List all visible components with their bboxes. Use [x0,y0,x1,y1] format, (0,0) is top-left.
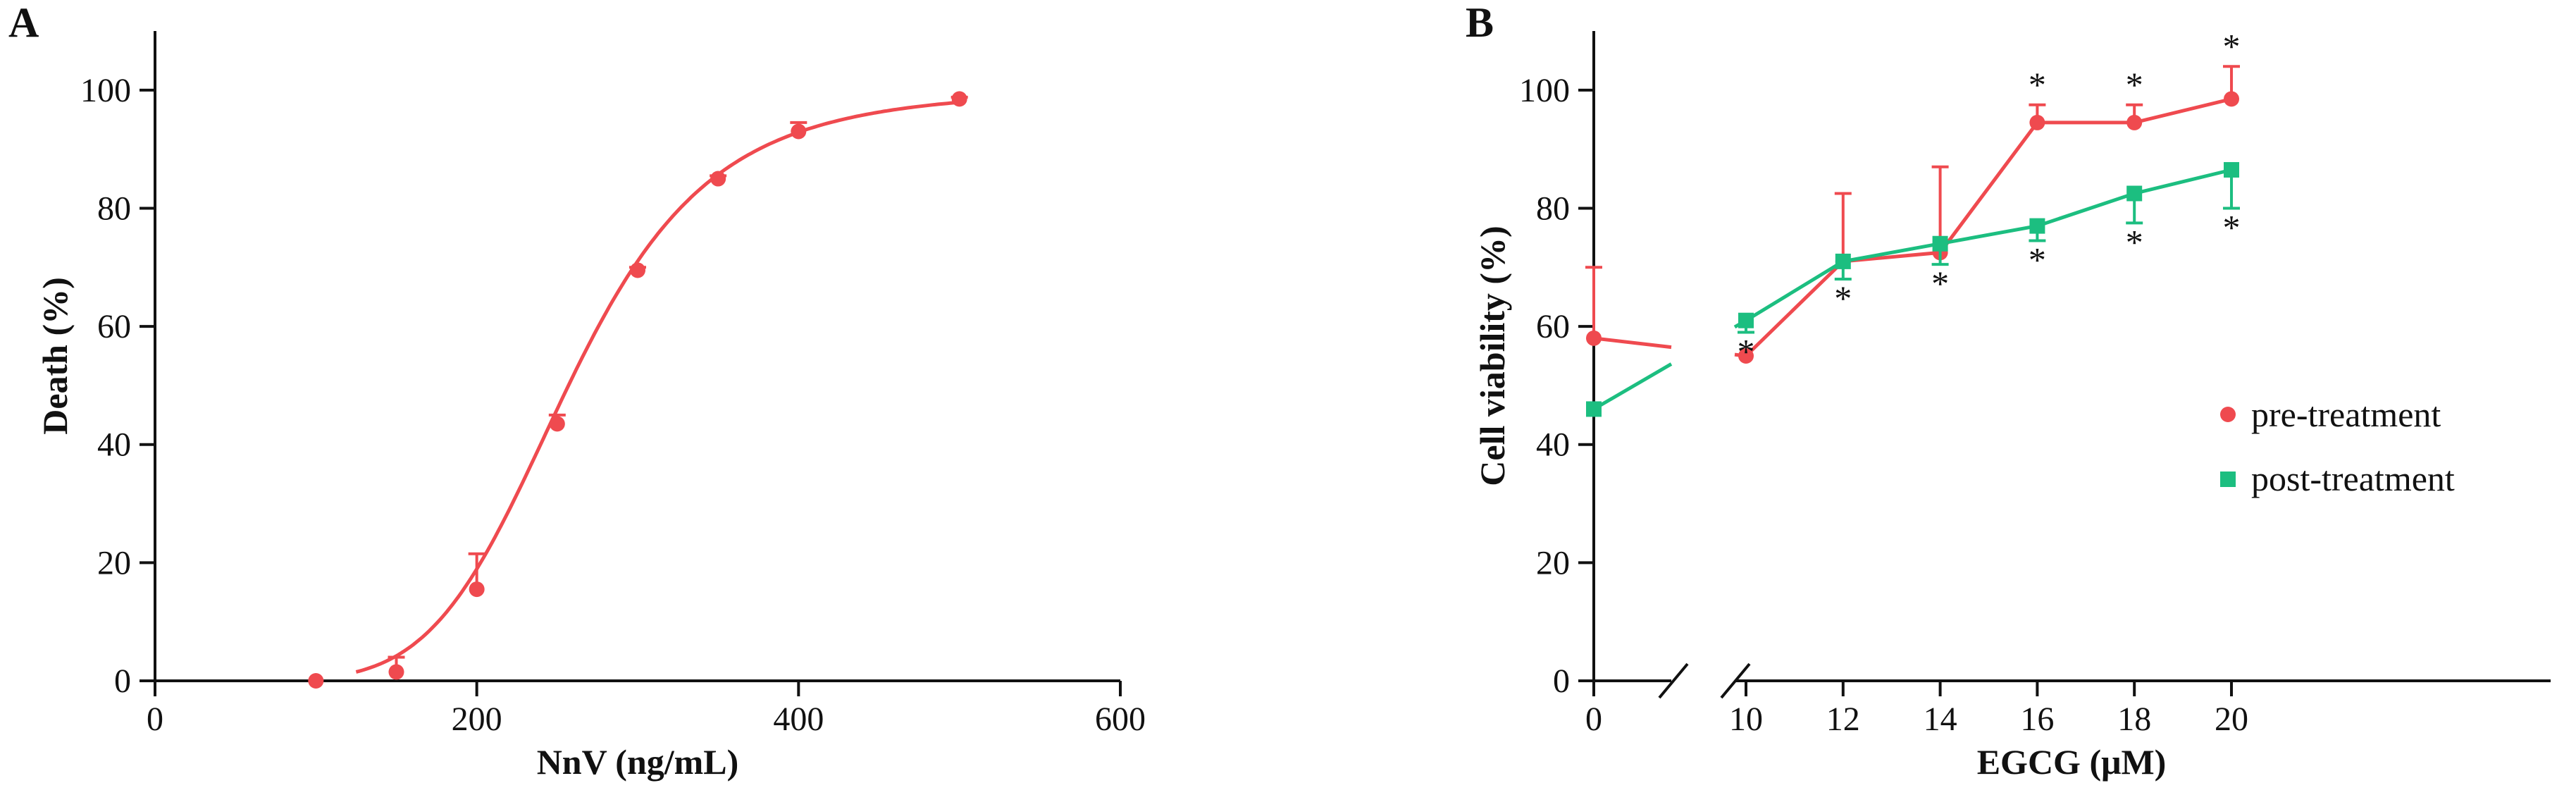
panel-a-x-tick-label: 200 [452,701,502,738]
pre-treatment-line [1745,97,2232,357]
panel-a-y-tick-label: 20 [97,544,131,581]
panel-a-data-point [710,171,726,187]
post-treatment-data-point [1932,235,1948,252]
pre-treatment-data-point [2029,114,2045,130]
legend-pre-treatment-label: pre-treatment [2251,395,2441,434]
series-post-treatment: * * * * * * [1586,161,2241,417]
panel-a-fit-curve [355,100,960,674]
post-treatment-data-point [2126,185,2143,202]
significance-marker: * [2029,240,2046,280]
panel-b-y-tick-label: 100 [1519,72,1570,109]
panel-a-data-point [469,581,485,598]
panel-b-y-ticks: 0 20 40 60 80 100 [1519,72,1594,700]
legend-post-treatment-marker [2220,472,2236,487]
post-treatment-data-point [1835,253,1851,269]
panel-a: A 0 200 400 600 0 20 40 60 80 100 NnV (ng/mL) De… [8,0,1146,782]
panel-b-x-tick-label: 20 [2215,701,2248,738]
panel-b-x-axis-title: EGCG (μM) [1977,742,2167,782]
pre-treatment-data-point [1586,330,1602,346]
pre-treatment-data-point [1738,348,1754,364]
panel-b-x-tick-label: 16 [2020,701,2054,738]
post-treatment-data-point [1586,401,1602,417]
panel-b: B 0 10 12 14 16 18 20 0 20 40 60 80 100 * * * * * * * * * p… [1466,0,2551,782]
panel-b-axis-break-mark [1720,662,1751,699]
panel-b-y-tick-label: 40 [1536,426,1570,464]
post-treatment-line-segment [1592,362,1673,411]
legend-post-treatment-label: post-treatment [2251,459,2455,498]
significance-marker: * [1931,264,1949,303]
panel-a-y-tick-label: 80 [97,190,131,227]
panel-b-x-ticks: 0 10 12 14 16 18 20 [1585,681,2248,738]
significance-marker: * [2126,222,2143,261]
significance-marker: * [2223,26,2241,66]
panel-a-data-point [791,123,807,140]
legend-pre-treatment-marker [2220,407,2236,422]
panel-a-data-point [630,262,645,278]
significance-marker: * [2126,65,2143,104]
panel-b-axis-break-mark [1658,662,1689,699]
significance-marker: * [2029,65,2046,104]
post-treatment-data-point [2224,161,2239,178]
panel-a-data-point [549,416,565,432]
panel-a-x-tick-label: 600 [1095,701,1146,738]
panel-b-x-tick-label: 10 [1729,701,1763,738]
panel-b-x-tick-label: 14 [1924,701,1957,738]
panel-a-data-point [388,664,404,680]
panel-b-series: * * * * * * * * * [1585,26,2241,417]
post-treatment-data-point [1738,312,1754,328]
panel-b-legend: pre-treatment post-treatment [2220,395,2455,498]
post-treatment-data-point [2029,218,2045,234]
panel-b-y-tick-label: 20 [1536,544,1570,581]
panel-b-y-tick-label: 80 [1536,190,1570,227]
panel-a-x-tick-label: 0 [147,701,163,738]
panel-b-label: B [1466,0,1494,46]
panel-a-label: A [8,0,39,46]
panel-a-data-point [308,673,324,689]
panel-a-y-tick-label: 40 [97,426,131,464]
panel-b-y-tick-label: 0 [1553,662,1570,700]
panel-a-data-point [951,91,967,107]
pre-treatment-data-point [2126,114,2143,130]
panel-a-y-ticks: 0 20 40 60 80 100 [80,72,155,700]
panel-a-y-tick-label: 100 [80,72,131,109]
significance-marker: * [1738,331,1755,371]
post-treatment-line [1745,168,2232,322]
panel-b-x-tick-label: 18 [2117,701,2151,738]
panel-a-x-tick-label: 400 [773,701,824,738]
panel-b-y-axis-title: Cell viability (%) [1473,226,1512,486]
panel-b-y-tick-label: 60 [1536,308,1570,345]
panel-a-x-ticks: 0 200 400 600 [147,681,1146,738]
panel-a-data-points [308,91,968,689]
panel-a-x-axis-title: NnV (ng/mL) [537,742,739,782]
panel-b-x-tick-label: 0 [1585,701,1602,738]
panel-b-x-tick-label: 12 [1826,701,1860,738]
significance-marker: * [1834,278,1852,318]
panel-a-y-tick-label: 0 [114,662,131,700]
panel-a-y-tick-label: 60 [97,308,131,345]
panel-a-y-axis-title: Death (%) [35,277,75,435]
significance-marker: * [2223,207,2241,247]
pre-treatment-line-segment [1593,336,1672,350]
series-pre-treatment: * * * [1585,26,2241,364]
pre-treatment-data-point [2224,91,2239,107]
